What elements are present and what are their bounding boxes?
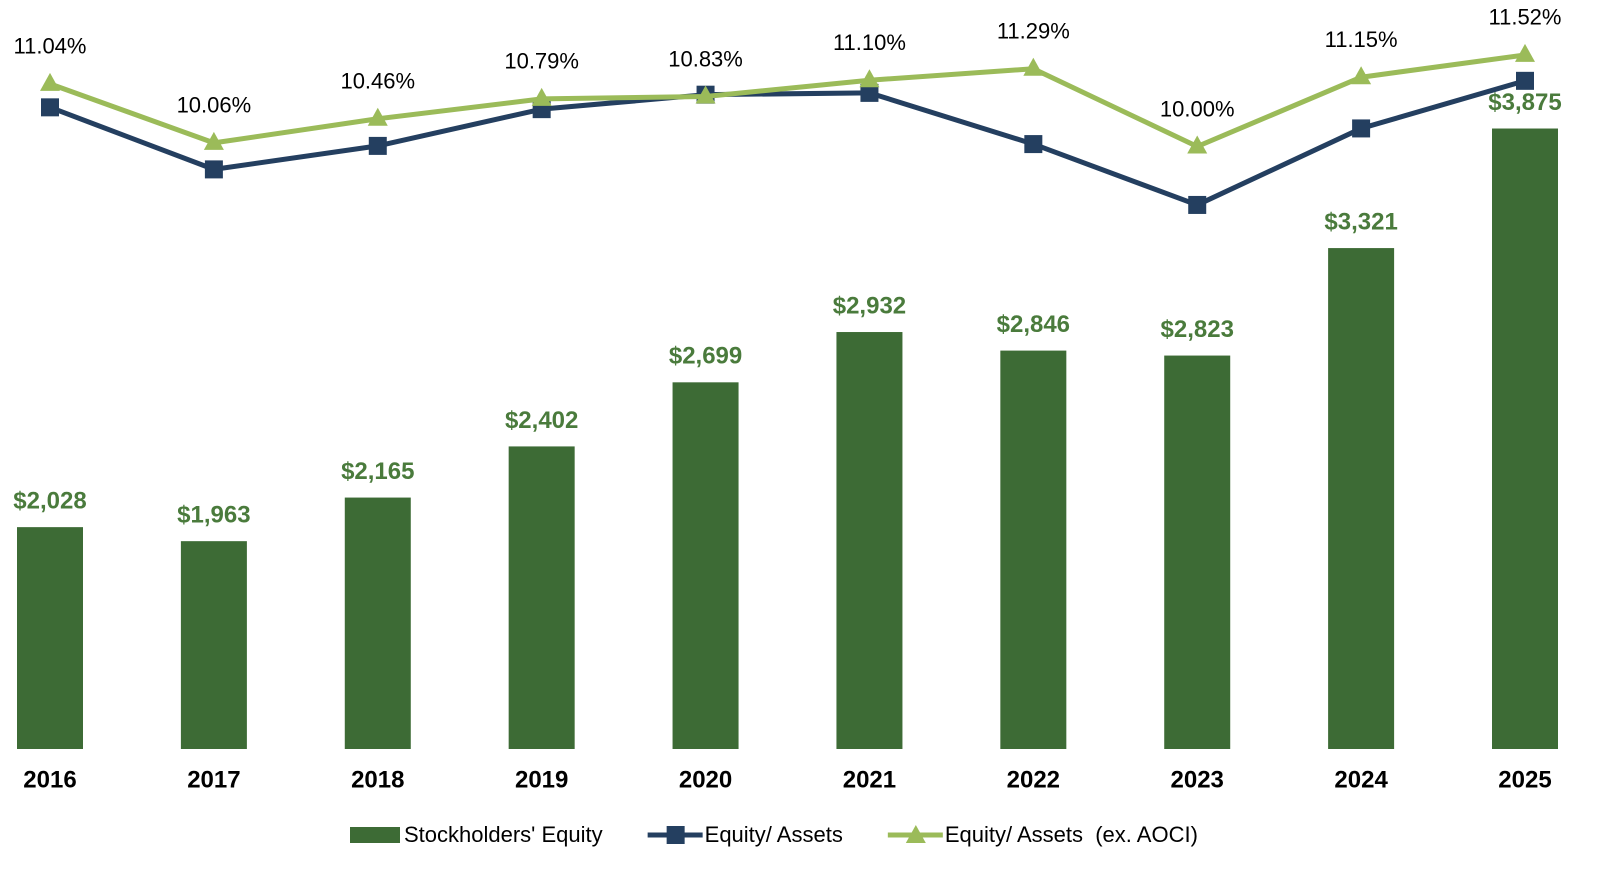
data-label: $2,932: [833, 292, 906, 319]
point-marker: [1188, 195, 1207, 214]
legend-marker: [905, 825, 926, 843]
point-marker: [1024, 135, 1043, 154]
x-tick-label: 2023: [1171, 766, 1224, 793]
point-marker: [1351, 66, 1372, 85]
legend-item: Stockholders' Equity: [350, 822, 603, 847]
point-marker: [695, 85, 716, 104]
x-tick-label: 2019: [515, 766, 568, 793]
point-marker: [1023, 57, 1044, 76]
bar: [17, 527, 83, 749]
point-marker: [367, 107, 388, 126]
point-marker: [1515, 43, 1535, 62]
line: [49, 78, 1526, 208]
legend-label: Equity/ Assets: [705, 822, 843, 847]
data-label: 11.52%: [1489, 5, 1562, 30]
data-label: 10.06%: [177, 93, 252, 118]
x-tick-label: 2018: [351, 766, 404, 793]
point-marker: [1352, 119, 1371, 138]
data-label: $2,165: [341, 458, 414, 485]
bar: [1492, 128, 1558, 750]
bar: [508, 446, 575, 749]
bar: [1000, 350, 1067, 749]
point-marker: [860, 83, 879, 102]
bar: [180, 541, 247, 749]
data-label: 10.46%: [340, 69, 415, 94]
point-marker: [204, 160, 223, 179]
bar: [836, 332, 903, 749]
data-label: 11.15%: [1325, 27, 1398, 52]
data-label: $2,699: [669, 343, 742, 370]
bar: [1164, 355, 1231, 749]
legend-label: Stockholders' Equity: [404, 822, 603, 847]
x-tick-label: 2020: [679, 766, 732, 793]
legend-marker: [666, 826, 685, 844]
x-tick-label: 2017: [187, 766, 240, 793]
data-label: 11.04%: [14, 34, 87, 59]
legend-label: Equity/ Assets (ex. AOCI): [945, 822, 1198, 847]
data-label: 11.29%: [997, 19, 1070, 44]
point-marker: [40, 72, 60, 91]
point-marker: [1516, 71, 1534, 90]
data-label: 11.10%: [833, 30, 906, 55]
x-tick-label: 2024: [1334, 766, 1388, 793]
bar: [344, 497, 411, 749]
data-label: $2,823: [1161, 316, 1234, 343]
line: [49, 52, 1526, 149]
point-marker: [859, 69, 880, 88]
bar: [1328, 248, 1395, 749]
data-label: 10.00%: [1160, 96, 1235, 121]
point-marker: [203, 131, 224, 150]
legend-marker: [666, 826, 685, 844]
x-tick-label: 2025: [1498, 766, 1551, 793]
data-label: $3,875: [1488, 89, 1561, 116]
x-tick-label: 2022: [1007, 766, 1060, 793]
data-label: $2,846: [997, 311, 1070, 338]
data-label: 10.79%: [504, 49, 579, 74]
data-label: $2,028: [13, 487, 86, 514]
point-marker: [531, 87, 552, 106]
bar: [672, 382, 739, 749]
legend-item: Equity/ Assets: [647, 822, 843, 847]
point-marker: [1187, 135, 1208, 154]
data-label: $1,963: [177, 502, 250, 529]
legend-item: Equity/ Assets (ex. AOCI): [887, 822, 1198, 847]
data-label: $2,402: [505, 407, 578, 434]
data-label: $3,321: [1324, 208, 1397, 235]
point-marker: [368, 136, 387, 155]
point-marker: [41, 98, 59, 117]
legend-swatch: [350, 827, 400, 843]
x-tick-label: 2021: [843, 766, 896, 793]
legend-marker: [905, 825, 926, 843]
data-label: 10.83%: [668, 46, 743, 71]
x-tick-label: 2016: [23, 766, 76, 793]
